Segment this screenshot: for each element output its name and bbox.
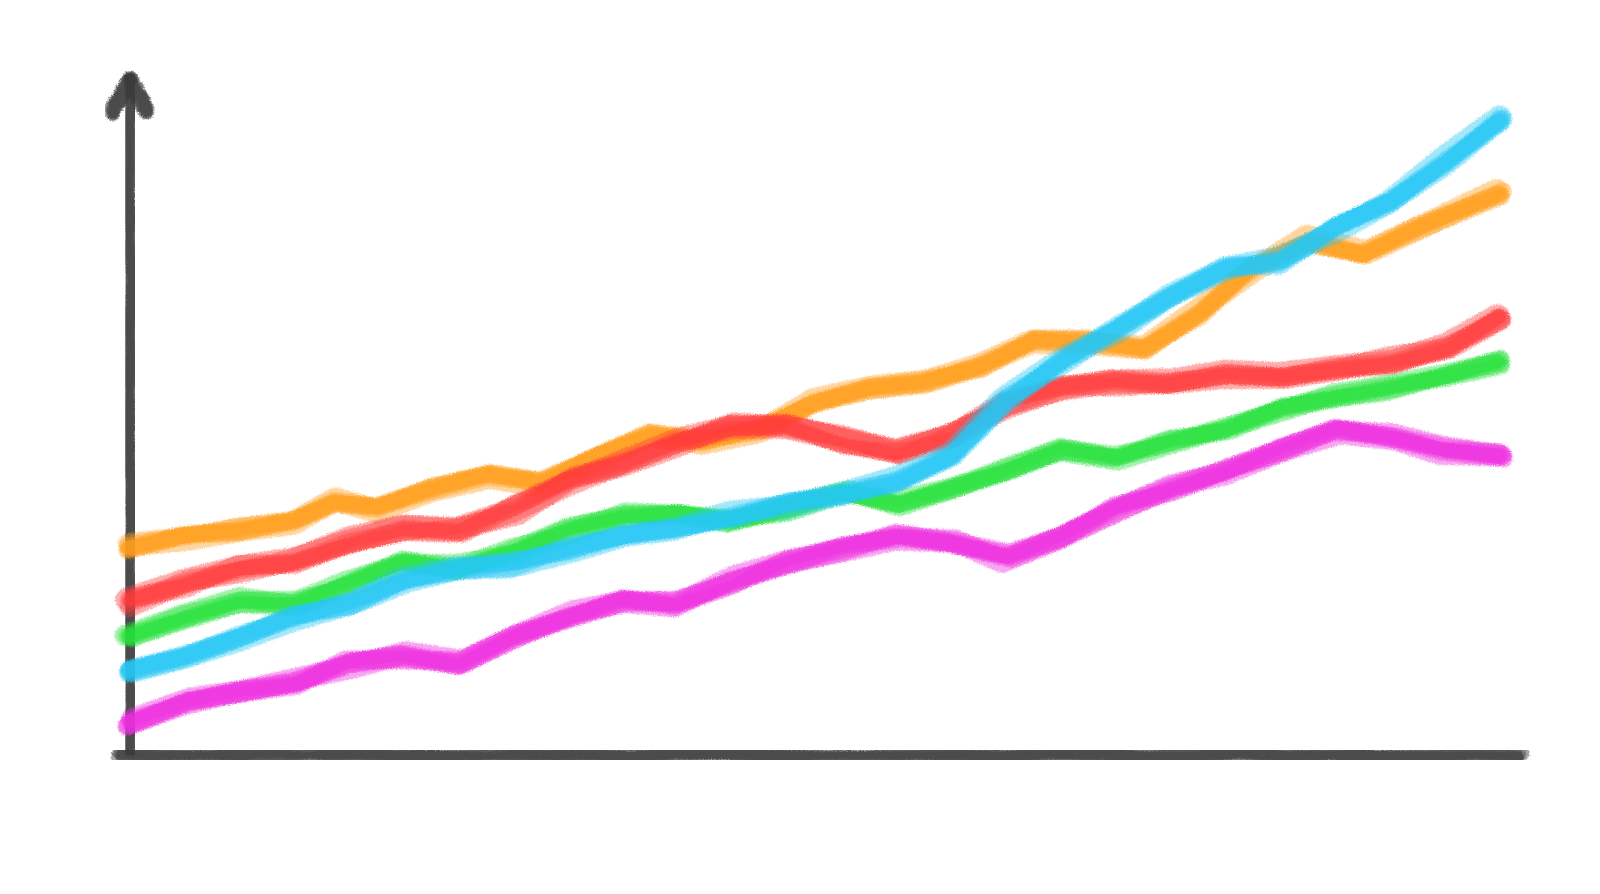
series-group: [125, 117, 1504, 727]
axes: [109, 77, 1522, 758]
sketch-line-chart: [0, 0, 1600, 894]
